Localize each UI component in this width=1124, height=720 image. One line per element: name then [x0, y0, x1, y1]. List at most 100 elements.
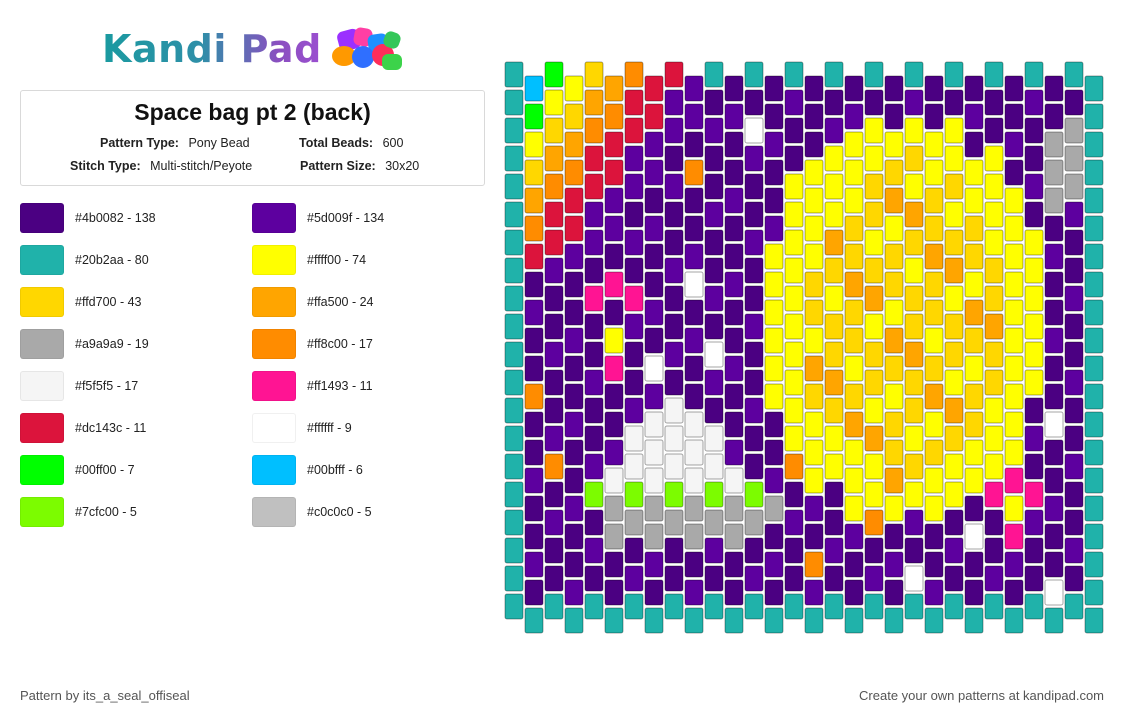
- bead: [644, 439, 664, 466]
- bead: [864, 537, 884, 564]
- legend-label: #ffd700 - 43: [75, 295, 142, 309]
- bead: [824, 285, 844, 312]
- bead: [824, 565, 844, 592]
- bead: [724, 467, 744, 494]
- bead: [804, 215, 824, 242]
- bead: [624, 145, 644, 172]
- bead: [1024, 201, 1044, 228]
- bead: [944, 145, 964, 172]
- bead: [1024, 537, 1044, 564]
- bead: [984, 369, 1004, 396]
- bead: [884, 551, 904, 578]
- bead: [1024, 257, 1044, 284]
- pattern-credit[interactable]: Pattern by its_a_seal_offiseal: [20, 688, 190, 703]
- bead: [824, 173, 844, 200]
- total-beads-value: 600: [382, 136, 404, 150]
- bead: [864, 313, 884, 340]
- bead: [1084, 551, 1104, 578]
- bead: [564, 327, 584, 354]
- bead: [684, 579, 704, 606]
- bead: [504, 593, 524, 620]
- bead: [804, 383, 824, 410]
- bead: [964, 131, 984, 158]
- bead: [664, 229, 684, 256]
- pattern-title: Space bag pt 2 (back): [134, 99, 371, 125]
- bead: [1044, 271, 1064, 298]
- bead: [624, 61, 644, 88]
- bead-pattern-grid[interactable]: [504, 60, 1104, 638]
- bead: [524, 299, 544, 326]
- bead: [964, 495, 984, 522]
- bead: [764, 243, 784, 270]
- bead: [584, 313, 604, 340]
- bead: [964, 467, 984, 494]
- bead: [1044, 411, 1064, 438]
- bead: [844, 271, 864, 298]
- bead: [744, 537, 764, 564]
- bead: [844, 243, 864, 270]
- bead: [1064, 509, 1084, 536]
- bead: [924, 383, 944, 410]
- bead: [604, 243, 624, 270]
- bead: [884, 607, 904, 634]
- bead: [944, 341, 964, 368]
- bead: [1004, 439, 1024, 466]
- bead: [784, 117, 804, 144]
- bead: [1044, 131, 1064, 158]
- kandipad-logo[interactable]: Kandi Pad: [102, 26, 408, 72]
- bead: [704, 173, 724, 200]
- color-swatch: [20, 203, 64, 233]
- bead: [984, 509, 1004, 536]
- bead: [884, 439, 904, 466]
- bead: [704, 425, 724, 452]
- bead: [524, 439, 544, 466]
- legend-label: #ffff00 - 74: [307, 253, 367, 267]
- bead: [644, 299, 664, 326]
- pattern-type-value: Pony Bead: [188, 136, 250, 150]
- bead: [1004, 495, 1024, 522]
- bead: [624, 593, 644, 620]
- bead: [584, 369, 604, 396]
- bead: [604, 383, 624, 410]
- bead: [1044, 187, 1064, 214]
- bead: [1024, 397, 1044, 424]
- bead: [684, 383, 704, 410]
- bead: [584, 117, 604, 144]
- bead: [724, 299, 744, 326]
- legend-label: #20b2aa - 80: [75, 253, 149, 267]
- bead: [984, 565, 1004, 592]
- bead: [624, 397, 644, 424]
- bead: [1044, 579, 1064, 606]
- bead: [884, 131, 904, 158]
- bead: [624, 369, 644, 396]
- bead: [664, 117, 684, 144]
- bead: [1024, 145, 1044, 172]
- bead: [704, 369, 724, 396]
- bead: [984, 341, 1004, 368]
- legend-label: #00bfff - 6: [307, 463, 363, 477]
- bead: [764, 355, 784, 382]
- bead: [644, 243, 664, 270]
- bead: [544, 453, 564, 480]
- bead: [584, 201, 604, 228]
- bead: [904, 285, 924, 312]
- bead: [824, 61, 844, 88]
- bead: [544, 369, 564, 396]
- bead: [1084, 187, 1104, 214]
- bead: [864, 593, 884, 620]
- total-beads-label: Total Beads:: [299, 136, 374, 150]
- bead: [1084, 215, 1104, 242]
- bead: [944, 229, 964, 256]
- bead: [704, 145, 724, 172]
- bead: [504, 89, 524, 116]
- bead: [524, 327, 544, 354]
- bead: [1084, 271, 1104, 298]
- kandipad-link[interactable]: Create your own patterns at kandipad.com: [859, 688, 1104, 703]
- bead: [784, 481, 804, 508]
- bead: [1004, 355, 1024, 382]
- bead: [924, 187, 944, 214]
- bead: [1004, 523, 1024, 550]
- bead: [1064, 89, 1084, 116]
- bead: [804, 411, 824, 438]
- bead: [544, 257, 564, 284]
